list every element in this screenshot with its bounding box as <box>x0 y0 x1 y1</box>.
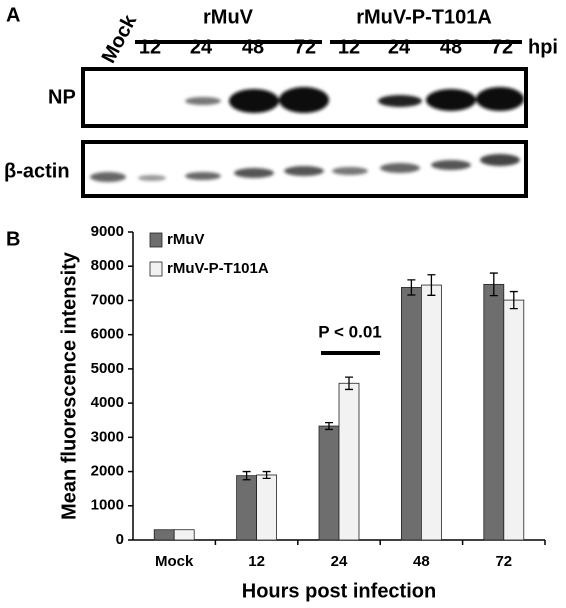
band <box>185 97 221 105</box>
blot-label: β-actin <box>4 160 70 182</box>
time-label: 24 <box>190 36 213 58</box>
panel-label: B <box>6 228 20 250</box>
y-tick-label: 9000 <box>91 223 124 240</box>
panel-label: A <box>6 4 20 26</box>
x-axis-label: Hours post infection <box>242 580 436 602</box>
time-label: 72 <box>491 36 513 58</box>
y-tick-label: 6000 <box>91 326 124 343</box>
y-tick-label: 5000 <box>91 360 124 377</box>
bar <box>173 529 195 541</box>
bar <box>256 474 278 541</box>
x-tick-label: 24 <box>331 553 348 570</box>
bar <box>153 529 175 541</box>
bar <box>420 284 442 541</box>
error-bar <box>345 376 353 391</box>
legend-swatch <box>149 261 163 277</box>
y-tick-label: 2000 <box>91 463 124 480</box>
legend-label: rMuV <box>167 231 205 248</box>
bar <box>236 475 258 541</box>
y-tick-label: 3000 <box>91 428 124 445</box>
band <box>380 163 420 173</box>
band <box>229 89 279 113</box>
x-tick-label: 72 <box>495 553 512 570</box>
y-tick-label: 7000 <box>91 291 124 308</box>
blot-label: NP <box>48 86 76 108</box>
band <box>90 172 126 182</box>
band <box>185 172 221 180</box>
time-label: 48 <box>440 36 462 58</box>
band <box>480 154 520 166</box>
y-tick-label: 0 <box>116 531 124 548</box>
error-bar <box>407 279 416 296</box>
actin-bands <box>90 154 520 182</box>
y-tick-label: 1000 <box>91 497 124 514</box>
y-tick-label: 4000 <box>91 394 124 411</box>
error-bar <box>262 470 271 480</box>
error-bar <box>489 272 498 297</box>
x-tick-label: 12 <box>248 553 265 570</box>
error-bar <box>325 421 333 431</box>
error-bar <box>242 470 251 481</box>
y-tick-label: 8000 <box>91 257 124 274</box>
time-label: 24 <box>388 36 411 58</box>
error-bar <box>509 290 518 310</box>
band <box>234 168 274 178</box>
bar <box>400 287 422 541</box>
band <box>431 160 471 170</box>
band <box>378 95 422 107</box>
y-axis-label: Mean fluorescence intensity <box>58 251 80 520</box>
bar <box>338 382 360 541</box>
band <box>279 87 329 113</box>
band <box>476 87 524 111</box>
panel-a: A Mock rMuV rMuV-P-T101A 12 24 48 72 12 … <box>4 4 558 198</box>
band <box>284 166 324 176</box>
bar <box>483 283 505 541</box>
error-bar <box>427 274 436 296</box>
time-label: 12 <box>139 36 161 58</box>
legend-label: rMuV-P-T101A <box>167 260 269 277</box>
band <box>332 167 368 175</box>
group-label: rMuV-P-T101A <box>356 6 492 28</box>
x-tick-label: Mock <box>155 553 194 570</box>
band <box>138 175 166 181</box>
time-label: 72 <box>294 36 316 58</box>
x-tick-label: 48 <box>413 553 430 570</box>
bar <box>503 299 525 541</box>
time-label: 48 <box>242 36 264 58</box>
band <box>426 89 476 111</box>
bar <box>318 425 340 541</box>
group-label: rMuV <box>203 6 254 28</box>
unit-label: hpi <box>528 36 558 58</box>
annotation: P < 0.01 <box>318 322 382 341</box>
time-label: 12 <box>338 36 360 58</box>
legend-swatch <box>149 232 163 248</box>
np-bands <box>185 87 524 113</box>
mock-label: Mock <box>98 11 142 67</box>
